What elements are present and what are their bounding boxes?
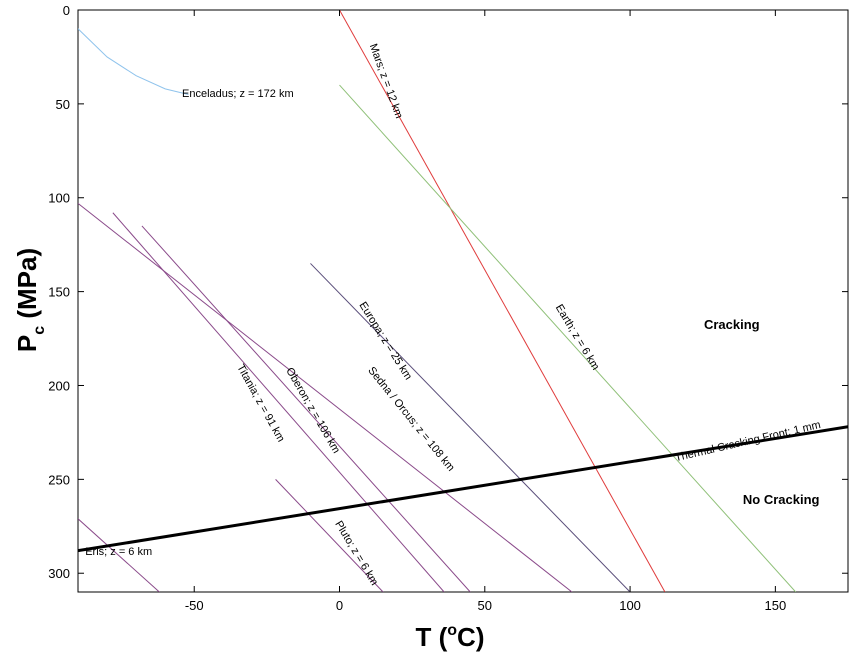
- y-tick-label: 200: [48, 378, 70, 393]
- y-tick-label: 250: [48, 472, 70, 487]
- series-label-eris: Eris; z = 6 km: [85, 546, 152, 558]
- y-tick-label: 100: [48, 191, 70, 206]
- y-tick-label: 150: [48, 285, 70, 300]
- x-tick-label: 50: [478, 598, 492, 613]
- cracking-label: Cracking: [704, 317, 760, 332]
- y-tick-label: 50: [56, 97, 70, 112]
- y-axis-title-sub: c: [31, 326, 48, 335]
- x-tick-label: -50: [185, 598, 204, 613]
- y-axis-title-main: P: [12, 335, 42, 352]
- plot-area: [77, 9, 849, 593]
- y-axis-title-end: (MPa): [12, 248, 42, 326]
- x-axis-title-main: T (: [416, 622, 448, 652]
- series-line-oberon: [141, 225, 471, 592]
- y-tick-label: 0: [63, 3, 70, 18]
- x-axis-title: T (oC): [416, 622, 485, 652]
- series-layer: [78, 10, 848, 592]
- series-line-titania: [112, 212, 445, 592]
- series-line-earth: [339, 84, 797, 592]
- no-cracking-label: No Cracking: [743, 492, 820, 507]
- series-label-enceladus: Enceladus; z = 172 km: [182, 88, 294, 100]
- series-line-eris: [78, 518, 160, 592]
- series-line-front: [78, 425, 848, 553]
- x-tick-label: 150: [765, 598, 787, 613]
- y-tick-label: 300: [48, 566, 70, 581]
- x-axis-title-end: C): [457, 622, 484, 652]
- y-axis-title: Pc (MPa): [12, 248, 48, 352]
- x-tick-label: 100: [619, 598, 641, 613]
- x-axis-title-sup: o: [447, 622, 457, 639]
- series-line-europa: [310, 263, 631, 592]
- series-line-pluto: [275, 479, 384, 592]
- series-line-mars: [339, 10, 666, 592]
- x-tick-label: 0: [336, 598, 343, 613]
- tick-layer: -50 0 50 100 150 0 50 100 150 200 250 300: [48, 3, 848, 613]
- series-line-sedna: [78, 202, 573, 592]
- series-line-enceladus: [78, 28, 189, 95]
